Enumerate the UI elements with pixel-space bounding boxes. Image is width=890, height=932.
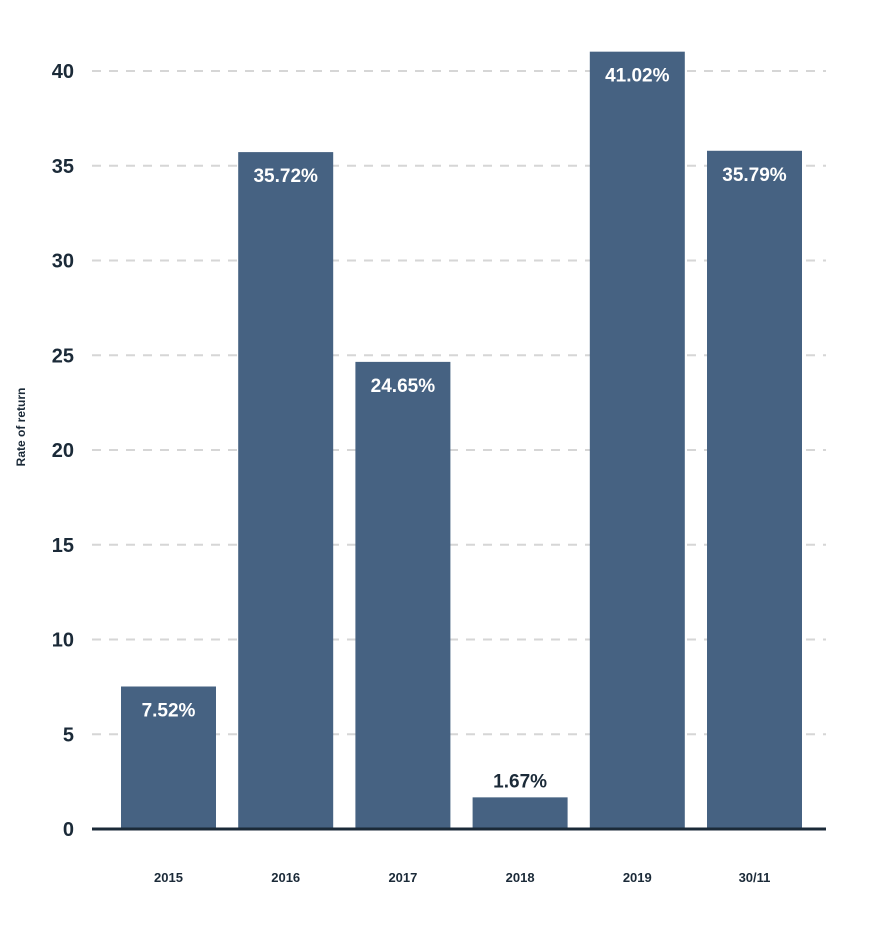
data-label: 35.79%: [722, 165, 787, 186]
x-tick-label: 2016: [271, 870, 300, 885]
data-label: 24.65%: [371, 376, 436, 397]
x-tick-label: 2019: [623, 870, 652, 885]
y-tick-label: 15: [52, 535, 74, 557]
bar: [121, 686, 216, 829]
y-tick-label: 0: [63, 819, 74, 841]
y-axis-title: Rate of return: [14, 388, 28, 467]
x-tick-label: 2015: [154, 870, 183, 885]
data-label: 1.67%: [493, 771, 547, 792]
y-tick-label: 10: [52, 630, 74, 652]
bar: [707, 150, 802, 830]
x-tick-label: 30/11: [739, 870, 771, 885]
y-tick-label: 5: [63, 724, 74, 746]
y-tick-label: 30: [52, 251, 74, 273]
data-label: 7.52%: [142, 700, 196, 721]
bar: [238, 152, 334, 829]
x-tick-label: 2017: [388, 870, 417, 885]
x-tick-labels: 2015 2016 2017 2018 2019 30/11: [154, 870, 770, 885]
bar: [589, 51, 685, 829]
bars: [121, 51, 802, 830]
x-tick-label: 2018: [506, 870, 535, 885]
y-tick-label: 20: [52, 440, 74, 462]
bar: [355, 361, 451, 829]
y-tick-label: 25: [52, 345, 74, 367]
data-label: 41.02%: [605, 66, 670, 87]
y-tick-label: 35: [52, 156, 74, 178]
bar: [472, 797, 568, 829]
data-labels: 7.52% 35.72% 24.65% 1.67% 41.02% 35.79%: [142, 66, 787, 793]
y-tick-labels: 0 5 10 15 20 25 30 35 40: [52, 61, 74, 841]
y-tick-label: 40: [52, 61, 74, 83]
data-label: 35.72%: [253, 166, 318, 187]
